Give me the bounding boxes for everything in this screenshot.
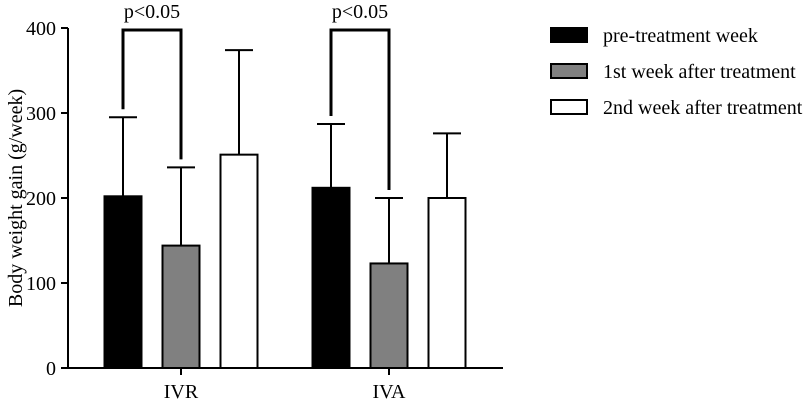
legend-label-2: 2nd week after treatment [603, 97, 803, 119]
y-tick-label-0: 0 [46, 358, 56, 380]
y-tick-label-100: 100 [26, 273, 56, 295]
legend: pre-treatment week 1st week after treatme… [550, 25, 803, 119]
legend-swatch-0 [550, 27, 588, 43]
legend-label-0: pre-treatment week [603, 25, 758, 47]
x-tick-label-iva: IVA [373, 381, 407, 403]
ticks-layer: 0 100 200 300 400 IVR IVA [26, 18, 406, 403]
legend-swatch-1 [550, 63, 588, 79]
bar-iva-series-1 [369, 262, 409, 370]
bar-ivr-series-1 [161, 244, 201, 370]
significance-bracket-iva [329, 28, 391, 190]
significance-label-iva: p<0.05 [332, 1, 388, 23]
bar-iva-series-2 [427, 197, 467, 369]
y-tick-label-200: 200 [26, 188, 56, 210]
legend-label-1: 1st week after treatment [603, 61, 796, 83]
bars-layer [103, 153, 467, 370]
y-tick-label-300: 300 [26, 103, 56, 125]
bar-iva-series-0 [311, 186, 351, 369]
significance-bracket-ivr [121, 28, 183, 160]
y-tick-label-400: 400 [26, 18, 56, 40]
significance-layer: p<0.05 p<0.05 [121, 1, 391, 190]
x-tick-label-ivr: IVR [164, 381, 199, 403]
y-axis-label: Body weight gain (g/week) [5, 89, 27, 307]
significance-label-ivr: p<0.05 [124, 1, 180, 23]
error-bars-layer [109, 49, 461, 264]
legend-swatch-2 [550, 99, 588, 115]
bar-ivr-series-2 [219, 153, 259, 369]
bar-ivr-series-0 [103, 195, 143, 369]
